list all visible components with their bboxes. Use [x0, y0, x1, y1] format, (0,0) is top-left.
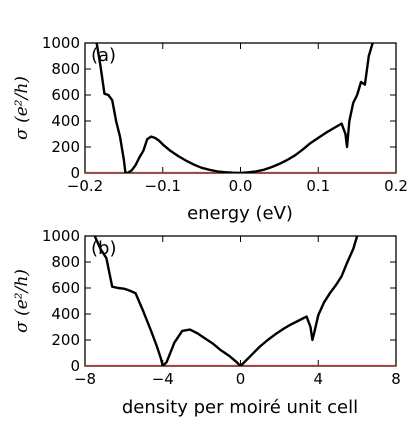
panel-b-ytick-labels: 0 200 400 600 800 1000	[42, 227, 80, 375]
panel-b-ylabel: σ (e²/h)	[12, 269, 32, 333]
panel-a-ticks	[84, 42, 397, 174]
series-line	[93, 236, 359, 366]
panel-b: −8 −4 0 4 8 0 200 400 600 800 1000 (b) density pe…	[12, 227, 401, 418]
xtick-label: 8	[391, 370, 401, 388]
xtick-label: −4	[152, 370, 174, 388]
xtick-label: −0.1	[145, 177, 181, 195]
series-line	[95, 43, 374, 173]
xtick-label: 0.2	[384, 177, 408, 195]
ytick-label: 800	[51, 60, 80, 78]
xtick-label: −0.2	[67, 177, 103, 195]
ytick-label: 600	[51, 86, 80, 104]
ytick-label: 1000	[42, 227, 80, 245]
panel-a-xlabel: energy (eV)	[187, 203, 293, 224]
panel-b-xlabel: density per moiré unit cell	[122, 397, 358, 418]
ytick-label: 800	[51, 253, 80, 271]
xtick-label: −8	[74, 370, 96, 388]
panel-b-label: (b)	[91, 238, 116, 259]
panel-a-frame	[84, 42, 397, 174]
panel-b-plot	[85, 236, 396, 367]
panel-b-xtick-labels: −8 −4 0 4 8	[74, 370, 401, 388]
panel-a-xtick-labels: −0.2 −0.1 0.0 0.1 0.2	[67, 177, 408, 195]
ytick-label: 400	[51, 112, 80, 130]
ytick-label: 600	[51, 279, 80, 297]
xtick-label: 0.1	[306, 177, 330, 195]
panel-a-ytick-labels: 0 200 400 600 800 1000	[42, 34, 80, 182]
panel-a-plot	[85, 43, 396, 174]
panel-a-ylabel: σ (e²/h)	[12, 76, 32, 140]
ytick-label: 200	[51, 331, 80, 349]
ytick-label: 200	[51, 138, 80, 156]
panel-b-ylabel-text: σ (e²/h)	[12, 269, 32, 333]
panel-a-label: (a)	[91, 45, 116, 66]
ytick-label: 0	[70, 164, 80, 182]
ytick-label: 1000	[42, 34, 80, 52]
xtick-label: 0.0	[229, 177, 253, 195]
xtick-label: 4	[313, 370, 323, 388]
ytick-label: 400	[51, 305, 80, 323]
xtick-label: 0	[236, 370, 246, 388]
panel-a-ylabel-text: σ (e²/h)	[12, 76, 32, 140]
ytick-label: 0	[70, 357, 80, 375]
